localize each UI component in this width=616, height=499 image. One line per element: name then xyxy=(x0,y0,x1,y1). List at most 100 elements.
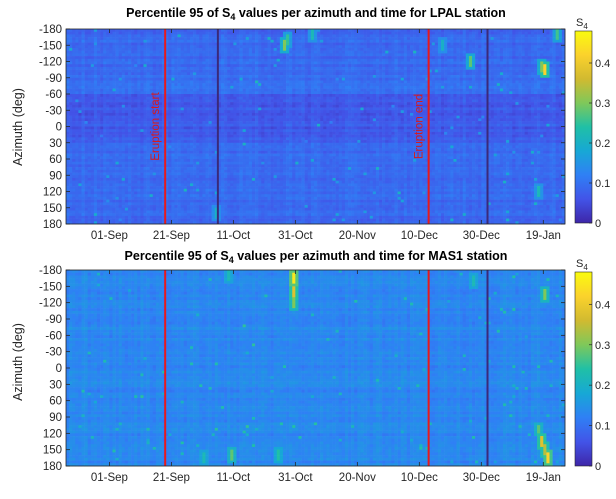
heatmap-cell xyxy=(93,77,98,81)
heatmap-cell xyxy=(66,145,70,149)
heatmap-cell xyxy=(248,99,253,103)
heatmap-cell xyxy=(69,188,73,192)
heatmap-cell xyxy=(134,148,138,152)
heatmap-cell xyxy=(208,45,212,49)
heatmap-cell xyxy=(270,118,274,122)
heatmap-cell xyxy=(106,47,110,51)
heatmap-cell xyxy=(81,175,85,179)
heatmap-cell xyxy=(152,191,157,195)
heatmap-cell xyxy=(137,175,141,179)
heatmap-cell xyxy=(171,112,175,116)
heatmap-cell xyxy=(214,69,219,73)
heatmap-cell xyxy=(124,161,129,165)
heatmap-cell xyxy=(233,129,237,133)
heatmap-cell xyxy=(174,150,178,154)
heatmap-cell xyxy=(267,148,271,152)
heatmap-cell xyxy=(158,205,163,209)
heatmap-cell xyxy=(106,121,110,125)
heatmap-cell xyxy=(193,115,197,119)
heatmap-cell xyxy=(165,148,169,152)
heatmap-cell xyxy=(245,194,250,198)
heatmap-cell xyxy=(84,183,88,187)
heatmap-cell xyxy=(261,172,265,176)
heatmap-cell xyxy=(162,164,166,168)
heatmap-cell xyxy=(134,145,138,149)
heatmap-cell xyxy=(174,183,178,187)
heatmap-cell xyxy=(202,145,206,149)
heatmap-cell xyxy=(211,99,216,103)
heatmap-cell xyxy=(121,58,126,62)
heatmap-cell xyxy=(75,118,79,122)
heatmap-cell xyxy=(267,156,271,160)
heatmap-cell xyxy=(217,159,222,163)
heatmap-cell xyxy=(174,210,178,214)
heatmap-cell xyxy=(168,205,172,209)
heatmap-cell xyxy=(93,221,98,225)
heatmap-cell xyxy=(121,29,126,33)
heatmap-cell xyxy=(131,137,135,141)
heatmap-cell xyxy=(109,218,113,222)
heatmap-cell xyxy=(152,172,157,176)
heatmap-cell xyxy=(106,56,110,60)
heatmap-cell xyxy=(264,218,268,222)
heatmap-cell xyxy=(81,29,85,33)
heatmap-cell xyxy=(171,221,175,225)
heatmap-cell xyxy=(208,37,212,41)
heatmap-cell xyxy=(155,80,160,84)
heatmap-cell xyxy=(152,215,157,219)
heatmap-cell xyxy=(158,58,163,62)
heatmap-cell xyxy=(168,77,172,81)
heatmap-cell xyxy=(149,207,154,211)
heatmap-cell xyxy=(134,39,138,43)
heatmap-cell xyxy=(158,69,163,73)
heatmap-cell xyxy=(165,194,169,198)
heatmap-cell xyxy=(189,85,194,89)
heatmap-cell xyxy=(273,140,278,144)
heatmap-cell xyxy=(233,58,237,62)
heatmap-cell xyxy=(140,183,144,187)
heatmap-cell xyxy=(248,126,253,130)
heatmap-cell xyxy=(106,123,110,127)
heatmap-cell xyxy=(227,94,231,98)
heatmap-cell xyxy=(276,213,281,217)
heatmap-cell xyxy=(258,156,262,160)
heatmap-cell xyxy=(66,194,70,198)
heatmap-cell xyxy=(180,169,185,173)
heatmap-cell xyxy=(115,80,119,84)
heatmap-cell xyxy=(230,56,234,60)
heatmap-cell xyxy=(267,196,271,200)
heatmap-cell xyxy=(112,148,116,152)
heatmap-cell xyxy=(100,169,104,173)
heatmap-cell xyxy=(168,37,172,41)
heatmap-cell xyxy=(227,102,231,106)
heatmap-cell xyxy=(276,80,281,84)
heatmap-cell xyxy=(248,80,253,84)
heatmap-cell xyxy=(78,53,82,57)
heatmap-cell xyxy=(174,156,178,160)
heatmap-cell xyxy=(267,121,271,125)
heatmap-cell xyxy=(236,61,240,65)
heatmap-cell xyxy=(214,115,219,119)
heatmap-cell xyxy=(261,156,265,160)
heatmap-cell xyxy=(168,210,172,214)
heatmap-cell xyxy=(255,164,259,168)
heatmap-cell xyxy=(81,194,85,198)
heatmap-cell xyxy=(146,140,150,144)
heatmap-cell xyxy=(93,91,98,95)
heatmap-cell xyxy=(177,159,181,163)
heatmap-cell xyxy=(84,61,88,65)
heatmap-cell xyxy=(245,183,250,187)
heatmap-cell xyxy=(177,169,181,173)
heatmap-cell xyxy=(87,129,92,133)
heatmap-cell xyxy=(208,85,212,89)
heatmap-cell xyxy=(165,123,169,127)
heatmap-cell xyxy=(140,207,144,211)
heatmap-cell xyxy=(106,131,110,135)
heatmap-cell xyxy=(96,77,101,81)
heatmap-cell xyxy=(121,102,126,106)
heatmap-cell xyxy=(220,161,225,165)
heatmap-cell xyxy=(236,142,240,146)
heatmap-cell xyxy=(112,121,116,125)
heatmap-cell xyxy=(270,88,274,92)
heatmap-cell xyxy=(137,123,141,127)
